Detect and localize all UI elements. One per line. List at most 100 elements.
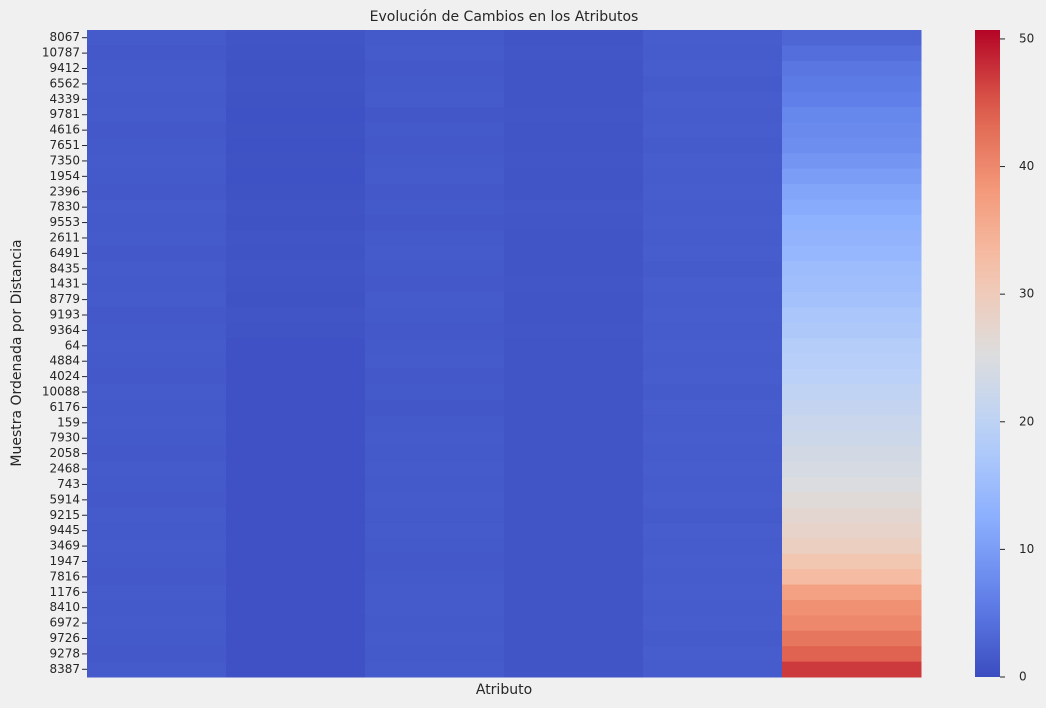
heatmap-cell xyxy=(365,60,505,77)
heatmap-cell xyxy=(643,199,783,216)
heatmap-cell xyxy=(87,60,227,77)
heatmap-cell xyxy=(643,430,783,447)
heatmap-cell xyxy=(365,630,505,647)
heatmap-cell xyxy=(365,353,505,370)
heatmap-cell xyxy=(643,476,783,493)
heatmap-cell xyxy=(365,168,505,185)
heatmap-cell xyxy=(643,60,783,77)
heatmap-cell xyxy=(504,430,644,447)
heatmap-cell xyxy=(226,291,366,308)
heatmap-cell xyxy=(504,507,644,524)
heatmap-cell xyxy=(504,91,644,108)
heatmap-cell xyxy=(87,615,227,632)
heatmap-cell xyxy=(87,353,227,370)
heatmap-cell xyxy=(504,476,644,493)
heatmap-cell xyxy=(782,307,922,324)
heatmap-cell xyxy=(87,399,227,416)
heatmap-cell xyxy=(782,584,922,601)
y-tick-label: 7930 xyxy=(49,431,80,445)
heatmap-cell xyxy=(226,584,366,601)
heatmap-cell xyxy=(365,584,505,601)
heatmap-cell xyxy=(643,137,783,154)
heatmap-cell xyxy=(504,307,644,324)
heatmap-cell xyxy=(782,476,922,493)
heatmap-cell xyxy=(782,399,922,416)
heatmap-cell xyxy=(782,338,922,354)
heatmap-cell xyxy=(226,199,366,216)
heatmap-cell xyxy=(365,569,505,586)
heatmap-cell xyxy=(365,661,505,678)
heatmap-cell xyxy=(643,522,783,539)
heatmap-cell xyxy=(504,522,644,539)
heatmap-cell xyxy=(504,276,644,293)
y-tick-label: 5914 xyxy=(49,492,80,506)
heatmap-cell xyxy=(504,384,644,401)
heatmap-cell xyxy=(365,291,505,308)
heatmap-cell xyxy=(504,615,644,632)
heatmap-cell xyxy=(643,492,783,509)
heatmap-cell xyxy=(365,384,505,401)
heatmap-cell xyxy=(504,584,644,601)
heatmap-cell xyxy=(87,230,227,247)
heatmap-cell xyxy=(504,76,644,93)
y-tick-label: 6562 xyxy=(49,76,80,90)
heatmap-cell xyxy=(504,538,644,555)
heatmap-cell xyxy=(643,630,783,647)
heatmap-cell xyxy=(643,322,783,339)
heatmap-cell xyxy=(782,646,922,663)
heatmap-cell xyxy=(643,461,783,478)
heatmap-cell xyxy=(226,445,366,462)
heatmap-cell xyxy=(782,384,922,401)
y-tick-label: 2468 xyxy=(49,462,80,476)
heatmap-cell xyxy=(643,214,783,231)
heatmap-cell xyxy=(226,60,366,77)
y-tick-label: 6972 xyxy=(49,616,80,630)
y-tick-label: 7816 xyxy=(49,569,80,583)
heatmap-cell xyxy=(365,107,505,123)
heatmap-cell xyxy=(226,353,366,370)
heatmap-cell xyxy=(782,230,922,247)
heatmap-cell xyxy=(226,461,366,478)
heatmap-cell xyxy=(226,261,366,277)
heatmap-cell xyxy=(643,307,783,324)
heatmap-cell xyxy=(782,368,922,385)
heatmap-cell xyxy=(782,30,922,46)
heatmap-cell xyxy=(504,45,644,62)
y-tick-label: 9278 xyxy=(49,646,80,660)
heatmap-cell xyxy=(365,322,505,339)
heatmap-cell xyxy=(226,599,366,616)
heatmap-cell xyxy=(782,291,922,308)
heatmap-cell xyxy=(87,445,227,462)
heatmap-cell xyxy=(782,137,922,154)
heatmap-cell xyxy=(365,599,505,616)
heatmap-cell xyxy=(87,507,227,524)
heatmap-cell xyxy=(87,76,227,93)
y-tick-label: 159 xyxy=(57,415,80,429)
heatmap-cell xyxy=(504,492,644,509)
y-tick-label: 4339 xyxy=(49,92,80,106)
heatmap-cell xyxy=(87,261,227,277)
y-tick-label: 6491 xyxy=(49,246,80,260)
heatmap-cell xyxy=(782,538,922,555)
heatmap-cell xyxy=(87,415,227,432)
heatmap-cell xyxy=(782,107,922,123)
heatmap-cell xyxy=(87,307,227,324)
heatmap-cell xyxy=(87,214,227,231)
heatmap-cell xyxy=(643,661,783,678)
heatmap-cell xyxy=(782,353,922,370)
heatmap-cell xyxy=(87,199,227,216)
heatmap-cell xyxy=(226,430,366,447)
heatmap-cell xyxy=(504,199,644,216)
heatmap-cell xyxy=(365,538,505,555)
y-tick-label: 7651 xyxy=(49,138,80,152)
heatmap-cell xyxy=(226,91,366,108)
heatmap-cell xyxy=(782,245,922,262)
heatmap-cell xyxy=(226,384,366,401)
heatmap-cell xyxy=(226,399,366,416)
heatmap-cell xyxy=(365,399,505,416)
heatmap-cell xyxy=(87,599,227,616)
heatmap-cell xyxy=(782,599,922,616)
heatmap-cell xyxy=(643,153,783,170)
heatmap-cell xyxy=(365,153,505,170)
heatmap-cell xyxy=(365,261,505,277)
